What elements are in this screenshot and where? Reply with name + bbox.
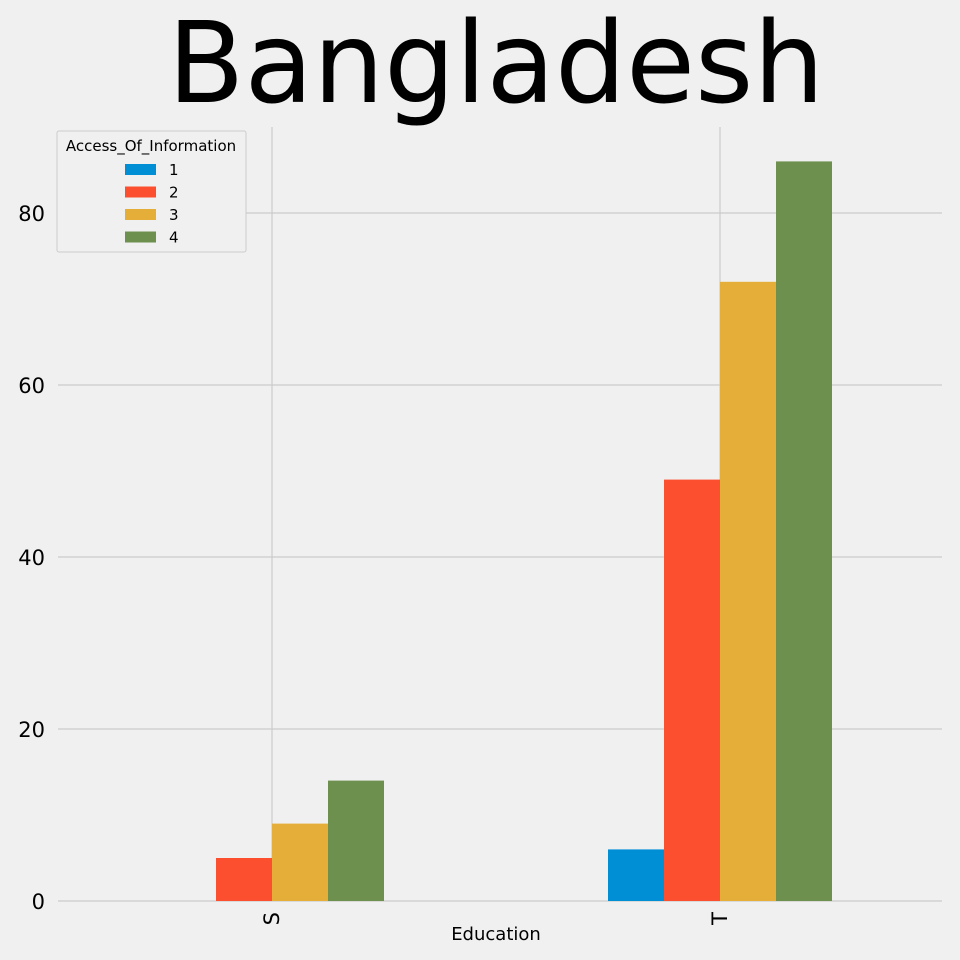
y-tick-label: 0 (32, 890, 45, 914)
bars (216, 161, 832, 901)
x-axis-label: Education (451, 924, 541, 945)
legend-entry-label: 4 (169, 229, 179, 247)
chart-title: Bangladesh (168, 0, 825, 129)
bar-S-series-4 (328, 780, 384, 901)
bar-S-series-2 (216, 858, 272, 901)
y-tick-label: 20 (18, 718, 45, 742)
x-tick-label: S (260, 912, 284, 925)
bar-T-series-3 (720, 281, 776, 901)
tick-labels: 0 20 40 60 80 S T (18, 202, 732, 926)
y-tick-label: 40 (18, 546, 45, 570)
legend-entry-label: 1 (169, 161, 179, 179)
legend-title: Access_Of_Information (66, 137, 236, 156)
legend-swatch (125, 164, 156, 175)
legend-entry-label: 2 (169, 184, 179, 202)
legend-entry-label: 3 (169, 206, 179, 224)
legend-swatch (125, 186, 156, 198)
bar-T-series-4 (776, 161, 832, 901)
legend-swatch (125, 209, 156, 220)
x-tick-label: T (708, 912, 732, 926)
bar-S-series-3 (272, 823, 328, 901)
legend: Access_Of_Information 1 2 3 4 (56, 130, 247, 253)
y-tick-label: 60 (18, 374, 45, 398)
bar-T-series-2 (664, 479, 720, 901)
legend-swatch (125, 231, 156, 243)
bar-T-series-1 (608, 849, 664, 901)
y-tick-label: 80 (18, 202, 45, 226)
